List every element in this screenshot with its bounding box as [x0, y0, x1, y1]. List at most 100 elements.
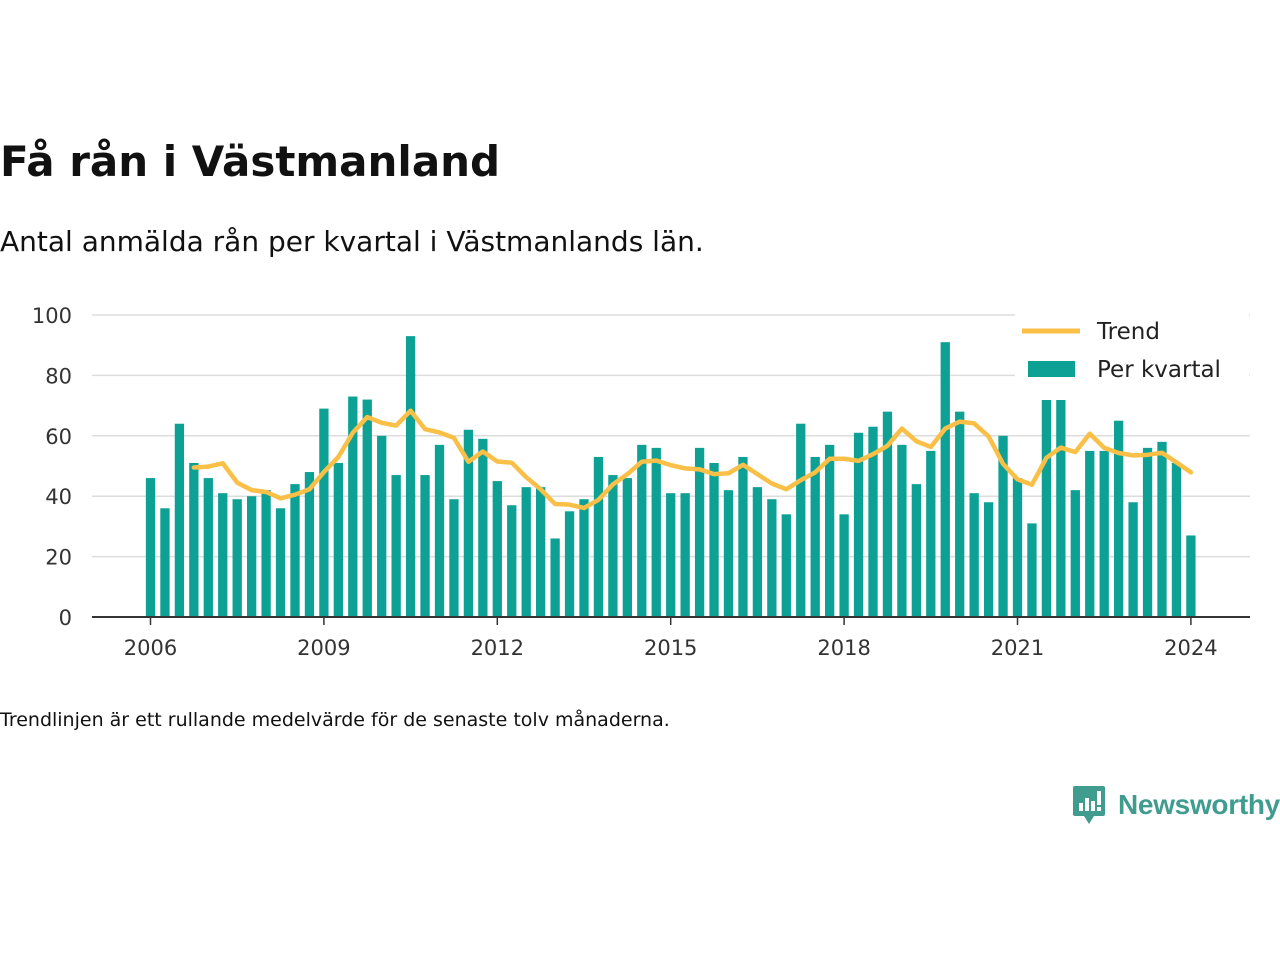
bar	[868, 426, 878, 617]
bar	[1171, 462, 1182, 617]
bar	[1128, 502, 1138, 617]
x-tick-label: 2021	[991, 636, 1044, 660]
bar	[1142, 447, 1153, 617]
x-axis: 2006 2009 2012 2015 2018 2021 2024	[92, 616, 1250, 660]
x-tick-label: 2015	[644, 636, 697, 660]
bar	[507, 505, 517, 617]
bar	[247, 496, 257, 617]
bar	[261, 490, 271, 617]
x-tick-label: 2018	[817, 636, 870, 660]
bar	[377, 435, 387, 617]
bar	[853, 432, 864, 617]
bar	[680, 493, 690, 617]
y-tick-label: 100	[32, 304, 72, 328]
bar	[1114, 420, 1124, 617]
bar	[738, 456, 748, 617]
bar	[521, 487, 531, 617]
bar	[767, 499, 777, 617]
legend-background	[1015, 314, 1249, 400]
bar	[839, 514, 849, 617]
bar	[536, 487, 546, 617]
bar	[955, 411, 965, 617]
bar	[694, 447, 705, 617]
legend: Trend Per kvartal	[1015, 314, 1249, 400]
bar	[825, 444, 835, 617]
bar	[1085, 450, 1095, 617]
bar	[723, 490, 734, 617]
brand: Newsworthy	[1072, 782, 1280, 828]
bar	[463, 429, 474, 617]
robbery-chart: 0 20 40 60 80 100 2006 2009 2012 2015 2018 2021 202…	[32, 304, 1250, 660]
bar	[203, 478, 213, 617]
bar	[926, 450, 936, 617]
bar	[275, 508, 286, 617]
x-tick-label: 2012	[471, 636, 524, 660]
bar	[550, 538, 560, 617]
bar	[911, 484, 921, 617]
bar	[1041, 396, 1052, 617]
bar	[1099, 450, 1109, 617]
y-axis: 0 20 40 60 80 100	[32, 304, 72, 630]
bar	[579, 499, 589, 617]
bar	[637, 444, 647, 617]
newsworthy-logo-icon	[1073, 786, 1105, 824]
footnote: Trendlinjen är ett rullande medelvärde f…	[0, 709, 670, 731]
y-tick-label: 0	[59, 606, 72, 630]
bar	[218, 493, 228, 617]
bar	[405, 336, 416, 617]
bar	[492, 481, 502, 617]
bar	[1157, 441, 1167, 617]
bar	[348, 396, 358, 617]
bar	[160, 508, 170, 617]
x-tick-label: 2024	[1164, 636, 1217, 660]
bar	[1056, 399, 1066, 617]
bar	[593, 456, 604, 617]
bar	[333, 462, 343, 617]
legend-trend-label: Trend	[1096, 319, 1160, 345]
y-tick-label: 60	[45, 425, 72, 449]
bar	[434, 444, 445, 617]
bar	[666, 493, 676, 617]
bar	[319, 408, 329, 617]
brand-name: Newsworthy	[1118, 789, 1280, 820]
bar	[1012, 478, 1023, 617]
bar	[781, 514, 791, 617]
bar	[145, 478, 156, 617]
chart-title: Få rån i Västmanland	[0, 137, 501, 186]
bar	[752, 487, 763, 617]
bar	[564, 511, 575, 617]
bar-series-per-kvartal	[145, 336, 1196, 617]
bar	[1186, 535, 1196, 617]
trend-line	[191, 408, 1194, 511]
bar	[362, 399, 372, 617]
bar	[1070, 490, 1080, 617]
bar	[174, 423, 185, 617]
bar	[969, 493, 979, 617]
bar	[882, 411, 893, 617]
legend-bar-label: Per kvartal	[1097, 357, 1221, 383]
bar	[420, 475, 430, 617]
x-tick-label: 2006	[124, 636, 177, 660]
bar	[709, 462, 719, 617]
bar	[391, 475, 401, 617]
bar	[940, 342, 950, 617]
bar	[1027, 523, 1037, 617]
legend-bar-swatch	[1028, 361, 1075, 377]
bar	[810, 456, 820, 617]
bar	[449, 499, 459, 617]
bar	[608, 475, 618, 617]
chart-subtitle: Antal anmälda rån per kvartal i Västmanl…	[0, 225, 704, 258]
bar	[304, 472, 315, 617]
bar	[232, 499, 242, 617]
bar	[983, 502, 994, 617]
trend-series	[191, 408, 1194, 511]
bar	[998, 435, 1008, 617]
x-tick-label: 2009	[297, 636, 350, 660]
bar	[897, 444, 907, 617]
bar	[651, 447, 661, 617]
bar	[796, 423, 806, 617]
y-tick-label: 20	[45, 546, 72, 570]
bar	[189, 462, 199, 617]
bar	[478, 438, 488, 617]
y-tick-label: 80	[45, 364, 72, 388]
